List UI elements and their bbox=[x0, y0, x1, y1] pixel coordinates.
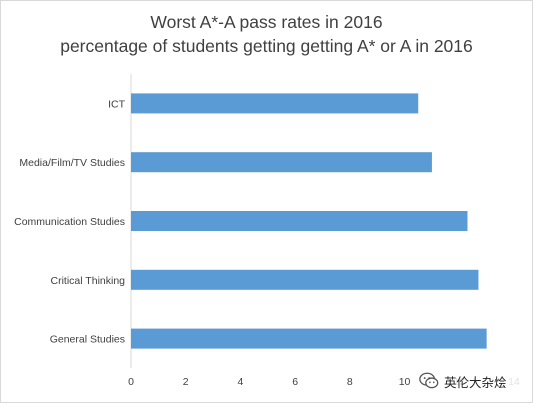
x-tick-label: 2 bbox=[183, 376, 189, 388]
x-tick-label: 6 bbox=[292, 376, 298, 388]
category-label: General Studies bbox=[50, 334, 125, 346]
bar bbox=[131, 93, 419, 114]
category-label: Communication Studies bbox=[14, 216, 125, 228]
x-tick-label: 10 bbox=[399, 376, 411, 388]
watermark-text: 英伦大杂烩 bbox=[444, 374, 507, 390]
wechat-bubble-icon bbox=[419, 372, 439, 389]
category-label: Critical Thinking bbox=[51, 275, 126, 287]
chart-title: Worst A*-A pass rates in 2016 bbox=[150, 12, 383, 32]
category-label: Media/Film/TV Studies bbox=[19, 157, 125, 169]
bar bbox=[131, 269, 479, 290]
watermark: 英伦大杂烩 bbox=[418, 368, 530, 394]
x-tick-label: 8 bbox=[347, 376, 353, 388]
bar bbox=[131, 211, 468, 231]
x-tick-label: 0 bbox=[128, 376, 134, 388]
chart-subtitle: percentage of students getting getting A… bbox=[60, 36, 473, 56]
x-tick-label: 4 bbox=[238, 376, 244, 388]
category-label: ICT bbox=[108, 98, 126, 110]
bar bbox=[131, 152, 432, 173]
bar bbox=[131, 328, 487, 349]
